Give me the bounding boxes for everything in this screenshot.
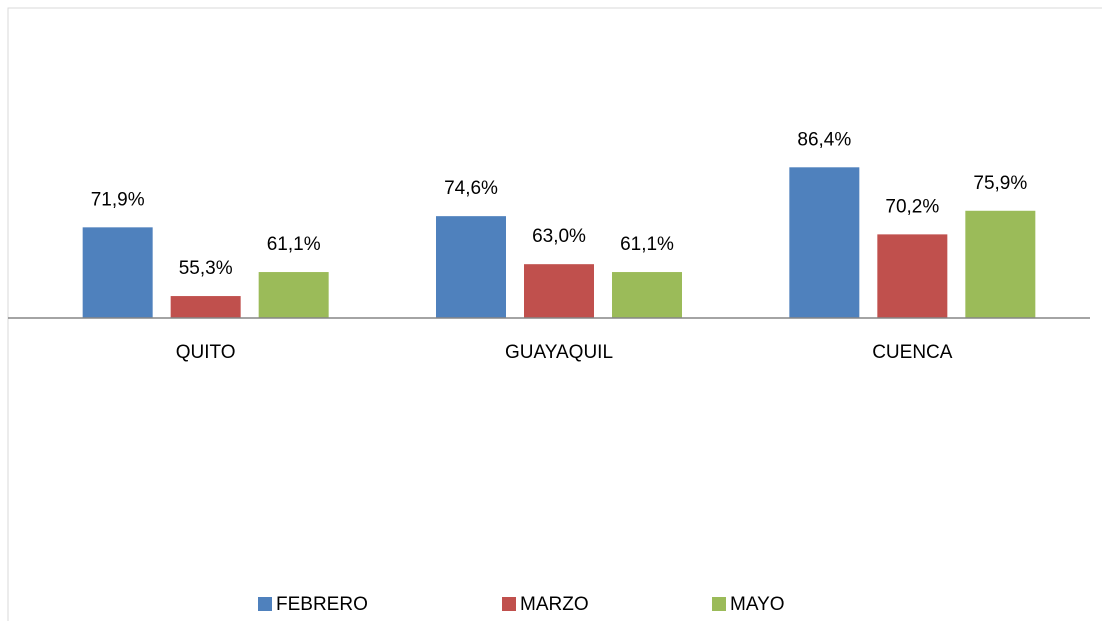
data-label: 63,0%: [532, 226, 586, 247]
legend-label: MARZO: [520, 594, 589, 615]
legend-swatch: [712, 597, 726, 611]
bar: [965, 210, 1036, 318]
bar: [789, 167, 860, 318]
bar: [877, 234, 948, 318]
bar: [82, 227, 153, 318]
x-tick-label: CUENCA: [872, 342, 953, 363]
bar: [612, 272, 682, 318]
data-label: 71,9%: [91, 189, 145, 210]
legend-label: MAYO: [730, 594, 785, 615]
bar: [524, 264, 594, 318]
data-label: 61,1%: [620, 234, 674, 255]
data-label: 55,3%: [179, 258, 233, 279]
legend-swatch: [258, 597, 272, 611]
legend-label: FEBRERO: [276, 594, 368, 615]
x-tick-label: QUITO: [176, 342, 236, 363]
data-label: 61,1%: [267, 234, 321, 255]
data-label: 75,9%: [973, 173, 1027, 194]
bar: [258, 272, 329, 318]
bar: [170, 296, 241, 318]
data-label: 70,2%: [885, 196, 939, 217]
x-tick-label: GUAYAQUIL: [505, 342, 613, 363]
legend-swatch: [502, 597, 516, 611]
data-label: 74,6%: [444, 178, 498, 199]
bar: [436, 216, 506, 318]
data-label: 86,4%: [797, 129, 851, 150]
